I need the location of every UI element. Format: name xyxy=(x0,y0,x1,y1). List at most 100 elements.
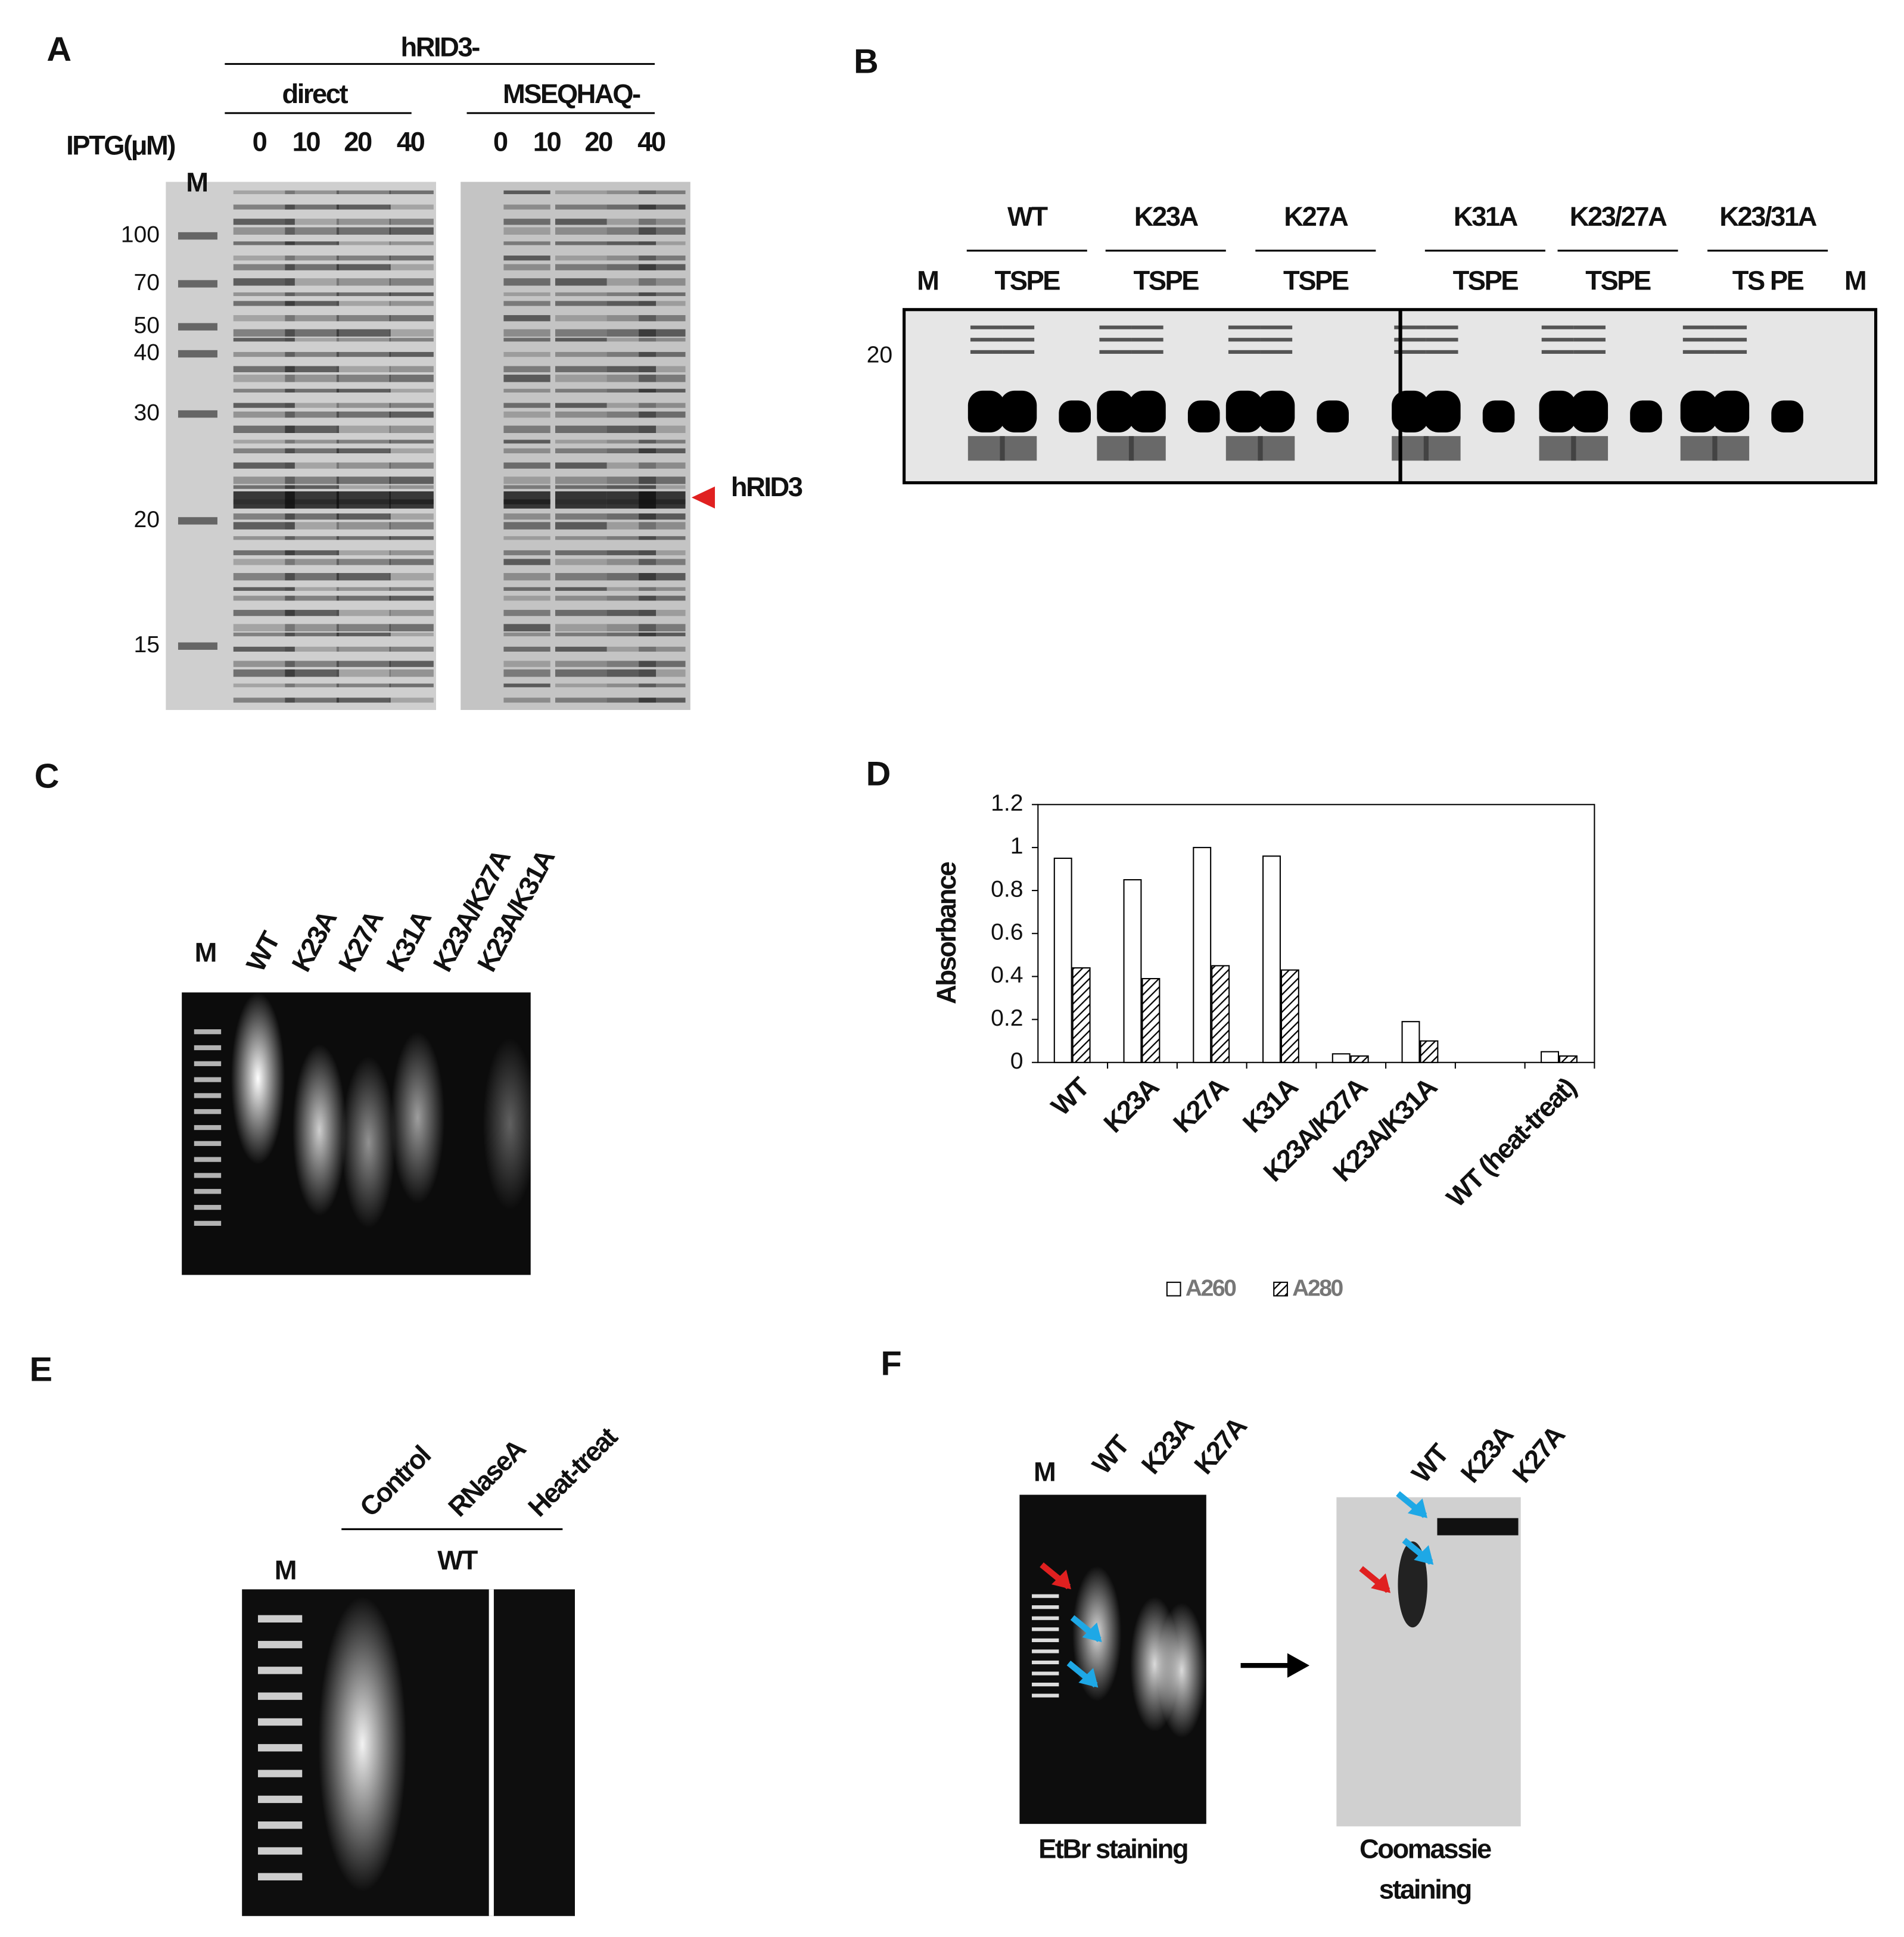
gel-band xyxy=(639,190,686,194)
gel-band xyxy=(233,292,295,297)
gel-band xyxy=(336,477,391,484)
gel-band xyxy=(606,190,657,194)
marker-size: 50 xyxy=(133,313,160,338)
gel-band xyxy=(285,624,340,631)
gel-band xyxy=(233,315,295,322)
marker-band xyxy=(194,1173,222,1178)
group-label: K23A xyxy=(1134,201,1199,232)
gel-band xyxy=(639,522,686,530)
gel-band xyxy=(555,550,607,556)
marker-band xyxy=(178,323,217,331)
gel-band xyxy=(606,513,657,520)
gel-band xyxy=(233,477,295,484)
gel-band xyxy=(389,683,434,687)
arrow-head xyxy=(1051,1569,1072,1590)
gel-band xyxy=(285,669,340,677)
lane-labels: TSPE xyxy=(994,265,1060,295)
gel-band xyxy=(336,190,391,194)
y-tick-label: 1.2 xyxy=(991,790,1023,816)
gel-band xyxy=(503,264,550,270)
plot-area xyxy=(1037,804,1595,1063)
marker-band xyxy=(178,232,217,240)
gel-smear xyxy=(1398,1541,1427,1628)
gel-band xyxy=(1571,436,1609,461)
gel-band xyxy=(336,697,391,703)
gel-band xyxy=(389,411,434,418)
gel-band xyxy=(285,697,340,703)
gel-band xyxy=(233,241,295,245)
gel-band xyxy=(606,683,657,687)
gel-band xyxy=(389,448,434,454)
gel-band xyxy=(285,315,340,322)
lane-label: Heat-treat xyxy=(522,1421,623,1522)
gel-band xyxy=(555,388,607,393)
marker-band xyxy=(1032,1594,1059,1598)
marker-band xyxy=(258,1640,303,1649)
gel-band xyxy=(336,661,391,667)
lane-label: K27A xyxy=(332,905,390,976)
gel-band xyxy=(606,559,657,565)
gel-band xyxy=(285,301,340,306)
gel-band xyxy=(606,448,657,454)
gel-band xyxy=(1059,400,1091,432)
gel-band xyxy=(1131,325,1163,329)
lane-label: 20 xyxy=(584,126,612,157)
group-label: WT xyxy=(1007,201,1048,232)
gel-band xyxy=(639,477,686,484)
gel-band xyxy=(1394,325,1426,329)
gel-smear xyxy=(1157,1602,1206,1738)
gel-band xyxy=(503,462,550,469)
gel-band xyxy=(555,241,607,245)
marker-size: 40 xyxy=(133,340,160,365)
marker-band xyxy=(194,1157,222,1162)
gel-band xyxy=(1128,436,1166,461)
gel-band xyxy=(389,425,434,433)
gel-band xyxy=(389,559,434,565)
group-label: MSEQHAQ- xyxy=(503,79,640,109)
gel-smear xyxy=(292,1044,347,1216)
gel-band xyxy=(555,669,607,677)
gel-band xyxy=(1225,390,1263,432)
gel-band xyxy=(233,596,295,601)
gel-band xyxy=(389,403,434,408)
gel-band xyxy=(336,633,391,637)
gel-band xyxy=(503,573,550,581)
gel-band xyxy=(1260,350,1293,354)
gel-band xyxy=(503,440,550,444)
marker-band xyxy=(194,1204,222,1210)
marker-lane-label: M xyxy=(1034,1456,1054,1487)
gel-band xyxy=(503,411,550,418)
gel-band xyxy=(1228,325,1261,329)
gel-band xyxy=(1539,390,1576,432)
gel-band xyxy=(1541,325,1574,329)
gel-band xyxy=(285,190,340,194)
gel-band xyxy=(233,219,295,225)
gel-band xyxy=(336,440,391,444)
gel-band xyxy=(1131,338,1163,342)
gel-band xyxy=(555,624,607,631)
gel-band xyxy=(285,425,340,433)
gel-band xyxy=(285,573,340,581)
gel-band xyxy=(606,219,657,225)
panel-label: E xyxy=(29,1351,51,1389)
gel-band xyxy=(389,522,434,530)
group-label: K23/31A xyxy=(1719,201,1816,232)
gel-band xyxy=(606,609,657,616)
gel-band xyxy=(639,462,686,469)
gel-band xyxy=(233,550,295,556)
gel-band xyxy=(285,661,340,667)
legend-label: A280 xyxy=(1292,1276,1343,1301)
marker-band xyxy=(194,1125,222,1131)
marker-band xyxy=(194,1077,222,1082)
marker-size: 15 xyxy=(133,632,160,658)
gel-band xyxy=(336,366,391,372)
lane-label: K23A xyxy=(1455,1420,1519,1488)
gel-band xyxy=(606,292,657,297)
gel-band xyxy=(503,697,550,703)
gel-band xyxy=(1682,350,1715,354)
gel-band xyxy=(555,219,607,225)
gel-band xyxy=(606,624,657,631)
gel-band xyxy=(1097,436,1134,461)
arrow-head xyxy=(1082,1622,1102,1642)
gel-band xyxy=(503,278,550,286)
